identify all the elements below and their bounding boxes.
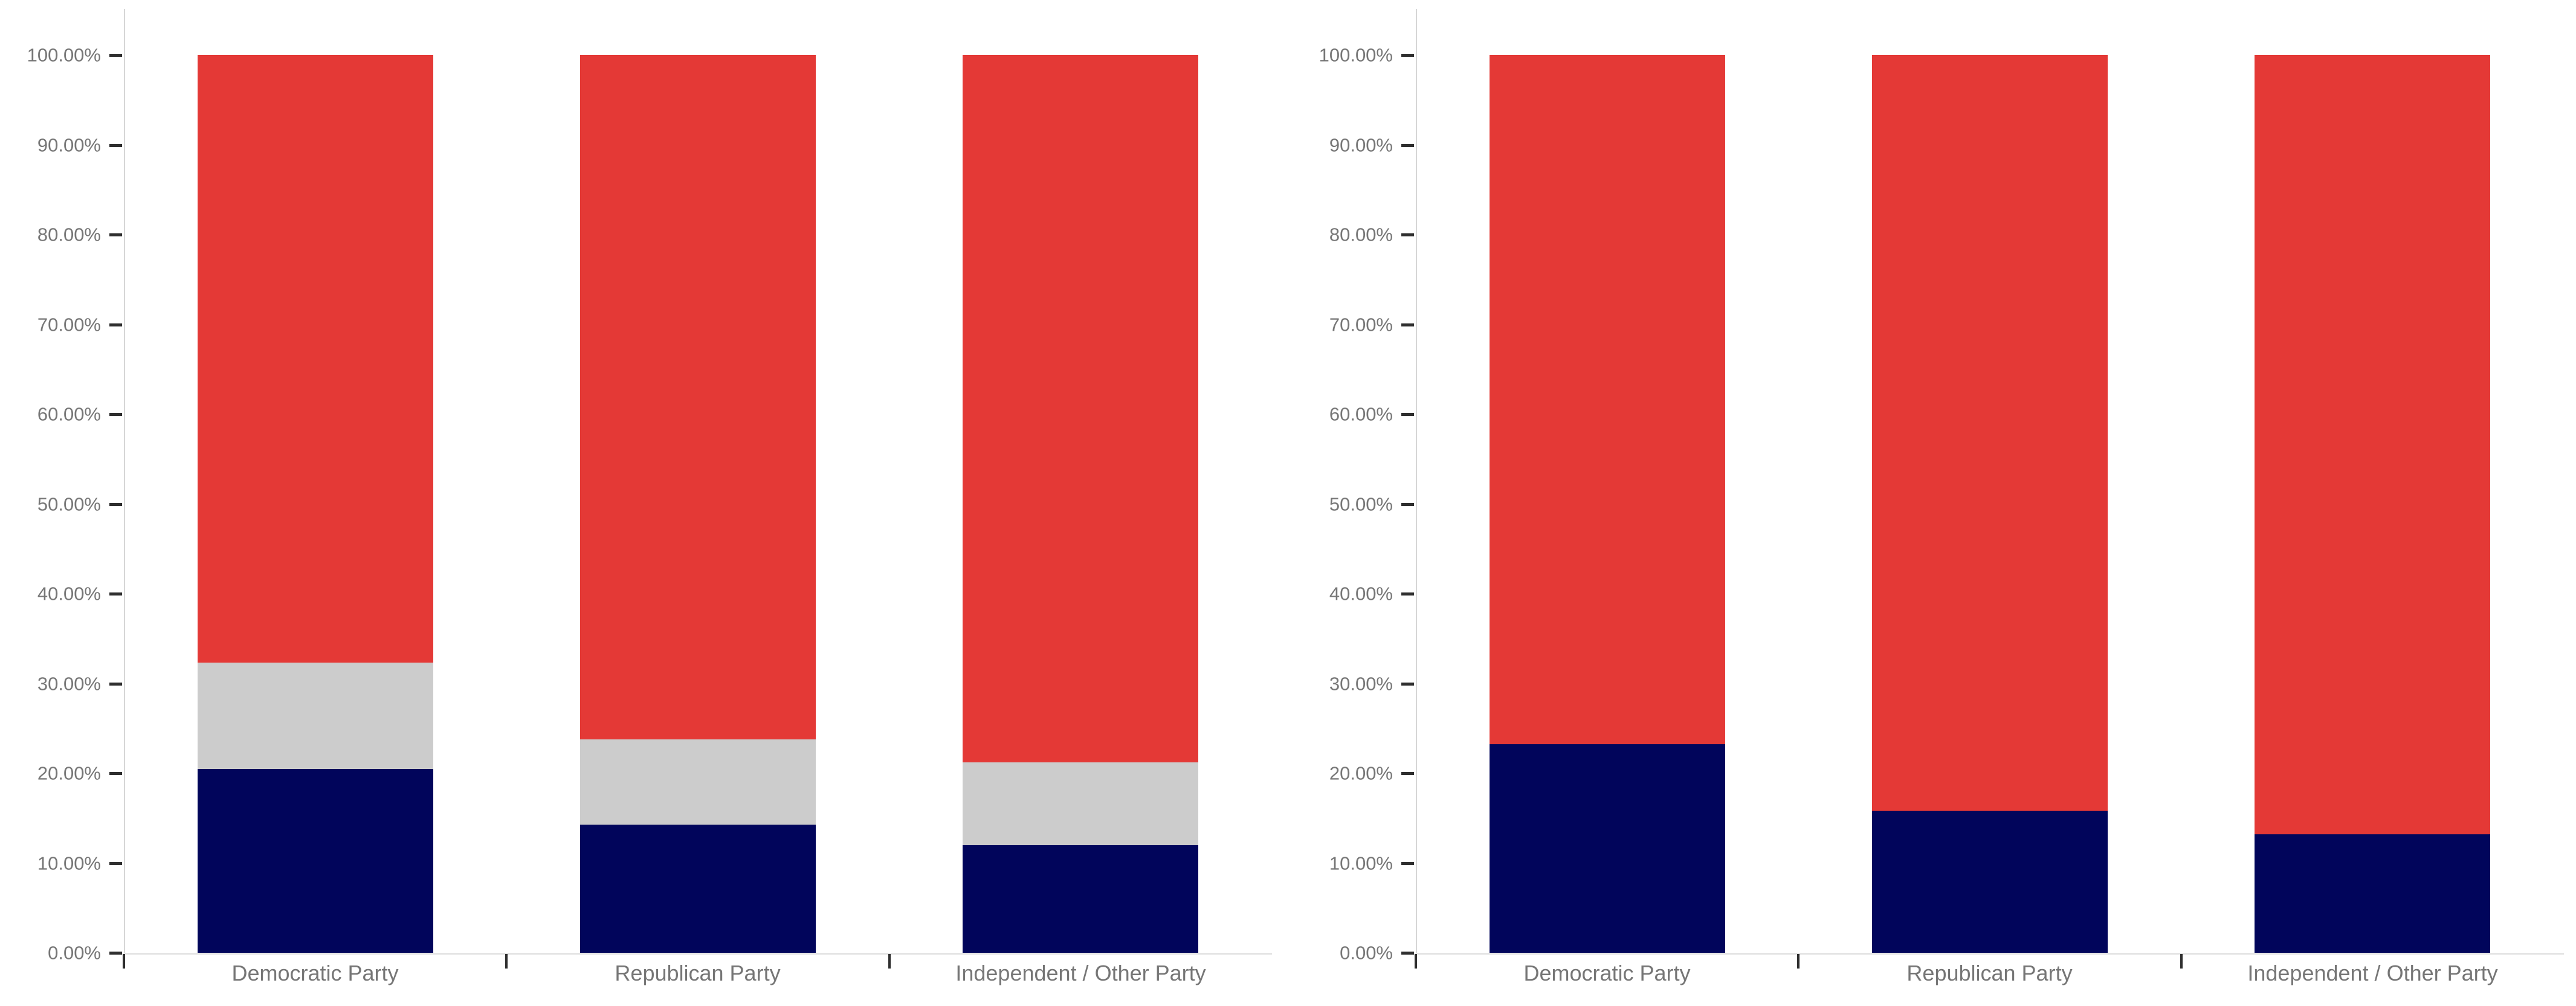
- y-axis-tick-label: 0.00%: [48, 942, 101, 964]
- y-axis-tick-label: 10.00%: [37, 852, 101, 874]
- y-axis-tick: [1401, 952, 1414, 955]
- stacked-bar-chart-left: 0.00% 10.00% 20.00% 30.00% 40.00% 50.00% 60.00…: [0, 0, 1272, 1006]
- y-axis-tick-label: 90.00%: [1329, 134, 1393, 156]
- bar-segment-silver[interactable]: [198, 663, 433, 769]
- y-axis-tick: [109, 952, 122, 955]
- x-axis-tick: [2180, 954, 2183, 969]
- y-axis-tick: [1401, 772, 1414, 775]
- y-axis-tick-label: 10.00%: [1329, 852, 1393, 874]
- y-axis-tick: [109, 54, 122, 57]
- y-axis-tick: [1401, 323, 1414, 326]
- x-axis-line: [1416, 953, 2564, 955]
- y-axis-tick: [1401, 592, 1414, 595]
- x-axis-line: [124, 953, 1272, 955]
- y-axis-tick: [109, 144, 122, 147]
- y-axis-tick: [1401, 144, 1414, 147]
- bar-segment-navy[interactable]: [2255, 834, 2490, 953]
- bar-segment-red[interactable]: [198, 55, 433, 663]
- y-axis-tick-label: 90.00%: [37, 134, 101, 156]
- bar-segment-navy[interactable]: [580, 825, 816, 953]
- stacked-bar-chart-right: 0.00% 10.00% 20.00% 30.00% 40.00% 50.00% 60.00…: [1292, 0, 2564, 1006]
- y-axis-tick-label: 100.00%: [1319, 44, 1393, 66]
- y-axis-tick-label: 60.00%: [37, 403, 101, 425]
- y-axis-tick: [109, 772, 122, 775]
- y-axis-tick-label: 30.00%: [37, 673, 101, 695]
- bar-segment-navy[interactable]: [198, 769, 433, 953]
- x-axis-tick: [505, 954, 508, 969]
- y-axis-tick: [109, 592, 122, 595]
- y-axis-tick: [109, 683, 122, 686]
- y-axis-tick: [109, 862, 122, 865]
- y-axis-tick: [1401, 54, 1414, 57]
- bar-segment-navy[interactable]: [1490, 744, 1725, 953]
- y-axis-tick: [109, 503, 122, 506]
- y-axis-tick: [1401, 503, 1414, 506]
- x-axis-tick: [1797, 954, 1800, 969]
- y-axis-tick: [1401, 862, 1414, 865]
- y-axis-tick: [1401, 683, 1414, 686]
- x-axis-tick: [888, 954, 891, 969]
- y-axis-tick-label: 100.00%: [27, 44, 101, 66]
- x-axis-category-label: Independent / Other Party: [955, 961, 1206, 985]
- y-axis-tick: [1401, 413, 1414, 416]
- bar-segment-red[interactable]: [2255, 55, 2490, 834]
- y-axis-tick-label: 50.00%: [1329, 493, 1393, 515]
- y-axis-tick-label: 40.00%: [37, 583, 101, 605]
- y-axis-tick-label: 30.00%: [1329, 673, 1393, 695]
- y-axis-tick-label: 50.00%: [37, 493, 101, 515]
- y-axis-tick-label: 20.00%: [1329, 762, 1393, 784]
- y-axis-tick-label: 0.00%: [1340, 942, 1393, 964]
- y-axis-tick-label: 80.00%: [37, 224, 101, 245]
- bar-segment-navy[interactable]: [963, 845, 1198, 953]
- y-axis-tick-label: 70.00%: [1329, 314, 1393, 336]
- x-axis-category-label: Democratic Party: [231, 961, 399, 985]
- y-axis-line: [124, 9, 125, 953]
- bar-segment-silver[interactable]: [580, 739, 816, 825]
- y-axis-tick: [109, 413, 122, 416]
- y-axis-tick: [109, 233, 122, 236]
- x-axis-category-label: Democratic Party: [1523, 961, 1691, 985]
- x-axis-category-label: Independent / Other Party: [2247, 961, 2498, 985]
- y-axis-tick-label: 80.00%: [1329, 224, 1393, 245]
- y-axis-tick: [109, 323, 122, 326]
- bar-segment-navy[interactable]: [1872, 811, 2108, 953]
- y-axis-tick-label: 60.00%: [1329, 403, 1393, 425]
- bar-segment-red[interactable]: [1872, 55, 2108, 811]
- x-axis-tick: [123, 954, 125, 969]
- bar-segment-silver[interactable]: [963, 762, 1198, 845]
- bar-segment-red[interactable]: [1490, 55, 1725, 744]
- y-axis-tick-label: 20.00%: [37, 762, 101, 784]
- bar-segment-red[interactable]: [963, 55, 1198, 762]
- x-axis-category-label: Republican Party: [615, 961, 781, 985]
- y-axis-tick-label: 40.00%: [1329, 583, 1393, 605]
- y-axis-tick-label: 70.00%: [37, 314, 101, 336]
- x-axis-tick: [1415, 954, 1417, 969]
- bar-segment-red[interactable]: [580, 55, 816, 739]
- y-axis-line: [1416, 9, 1417, 953]
- x-axis-category-label: Republican Party: [1906, 961, 2073, 985]
- y-axis-tick: [1401, 233, 1414, 236]
